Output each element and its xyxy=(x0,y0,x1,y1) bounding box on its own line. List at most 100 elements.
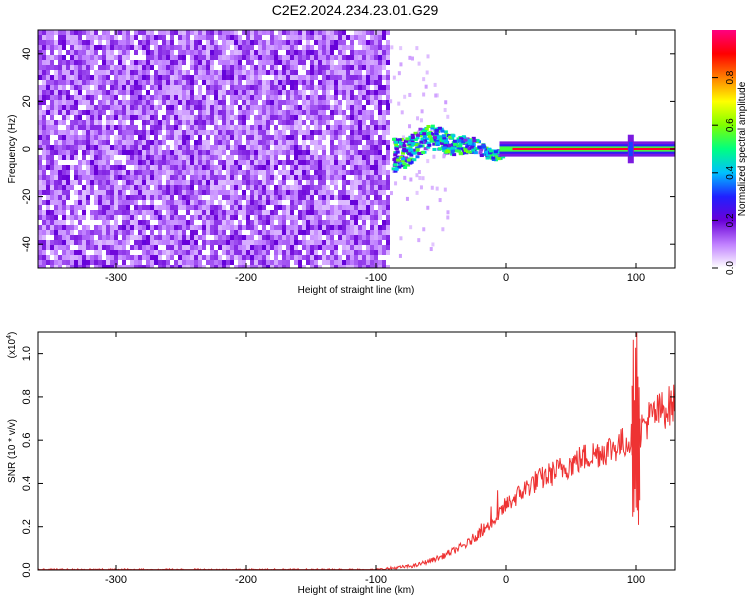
heatmap-cell xyxy=(38,165,42,170)
heatmap-cell xyxy=(350,255,354,260)
heatmap-cell xyxy=(118,130,122,135)
heatmap-cell xyxy=(294,230,298,235)
heatmap-cell xyxy=(130,150,134,155)
heatmap-cell xyxy=(206,180,210,185)
heatmap-cell xyxy=(38,195,42,200)
heatmap-cell xyxy=(238,45,242,50)
heatmap-cell xyxy=(302,65,306,70)
heatmap-cell xyxy=(114,80,118,85)
heatmap-cell xyxy=(374,165,378,170)
heatmap-cell xyxy=(382,60,386,65)
heatmap-cell xyxy=(46,195,50,200)
x-tick-label: -100 xyxy=(365,272,387,284)
heatmap-cell xyxy=(302,145,306,150)
heatmap-cell xyxy=(370,205,374,210)
heatmap-cell xyxy=(58,190,62,195)
heatmap-cell xyxy=(406,147,411,151)
heatmap-cell xyxy=(214,235,218,240)
heatmap-cell xyxy=(218,115,222,120)
heatmap-cell xyxy=(190,125,194,130)
heatmap-cell xyxy=(134,125,138,130)
heatmap-cell xyxy=(214,170,218,175)
heatmap-cell xyxy=(382,265,386,268)
heatmap-cell xyxy=(234,125,238,130)
heatmap-cell xyxy=(262,30,266,35)
heatmap-cell xyxy=(118,245,122,250)
heatmap-cell xyxy=(413,143,418,147)
heatmap-cell xyxy=(338,60,342,65)
heatmap-cell xyxy=(154,260,158,265)
heatmap-cell xyxy=(78,175,82,180)
heatmap-cell xyxy=(50,35,54,40)
heatmap-cell xyxy=(234,140,238,145)
heatmap-cell xyxy=(274,85,278,90)
heatmap-cell xyxy=(290,80,294,85)
heatmap-cell xyxy=(366,55,370,60)
heatmap-cell xyxy=(442,136,447,140)
heatmap-cell xyxy=(182,75,186,80)
heatmap-cell xyxy=(102,190,106,195)
heatmap-cell xyxy=(118,45,122,50)
heatmap-cell xyxy=(162,140,166,145)
heatmap-cell xyxy=(334,185,338,190)
heatmap-cell xyxy=(98,250,102,255)
heatmap-cell xyxy=(382,135,386,140)
heatmap-cell xyxy=(443,187,447,192)
heatmap-cell xyxy=(282,70,286,75)
heatmap-cell xyxy=(266,150,270,155)
heatmap-cell xyxy=(142,45,146,50)
heatmap-cell xyxy=(182,90,186,95)
heatmap-cell xyxy=(392,75,396,80)
heatmap-cell xyxy=(66,255,70,260)
heatmap-cell xyxy=(242,250,246,255)
heatmap-cell xyxy=(378,95,382,100)
heatmap-cell xyxy=(42,210,46,215)
heatmap-cell xyxy=(222,215,226,220)
heatmap-cell xyxy=(262,80,266,85)
heatmap-cell xyxy=(118,60,122,65)
heatmap-cell xyxy=(484,146,489,150)
heatmap-cell xyxy=(130,145,134,150)
heatmap-cell xyxy=(455,147,460,151)
heatmap-cell xyxy=(202,185,206,190)
heatmap-cell xyxy=(138,40,142,45)
heatmap-cell xyxy=(154,145,158,150)
heatmap-cell xyxy=(166,45,170,50)
heatmap-cell xyxy=(314,250,318,255)
heatmap-cell xyxy=(366,180,370,185)
heatmap-cell xyxy=(410,140,415,144)
heatmap-cell xyxy=(266,125,270,130)
heatmap-cell xyxy=(298,30,302,35)
heatmap-cell xyxy=(374,150,378,155)
heatmap-cell xyxy=(62,190,66,195)
heatmap-cell xyxy=(150,50,154,55)
heatmap-cell xyxy=(326,215,330,220)
heatmap-cell xyxy=(238,110,242,115)
heatmap-cell xyxy=(130,140,134,145)
heatmap-cell xyxy=(98,70,102,75)
heatmap-cell xyxy=(54,185,58,190)
heatmap-cell xyxy=(472,139,477,143)
heatmap-cell xyxy=(457,149,462,153)
heatmap-cell xyxy=(322,45,326,50)
heatmap-cell xyxy=(54,235,58,240)
heatmap-cell xyxy=(246,60,250,65)
heatmap-cell xyxy=(242,265,246,268)
heatmap-cell xyxy=(194,210,198,215)
heatmap-cell xyxy=(38,85,42,90)
heatmap-cell xyxy=(282,85,286,90)
heatmap-cell xyxy=(102,210,106,215)
heatmap-cell xyxy=(326,260,330,265)
heatmap-cell xyxy=(254,35,258,40)
heatmap-cell xyxy=(234,165,238,170)
heatmap-cell xyxy=(354,235,358,240)
heatmap-cell xyxy=(290,120,294,125)
heatmap-cell xyxy=(186,150,190,155)
heatmap-cell xyxy=(202,130,206,135)
heatmap-cell xyxy=(50,145,54,150)
heatmap-cell xyxy=(354,155,358,160)
heatmap-cell xyxy=(346,230,350,235)
heatmap-cell xyxy=(158,215,162,220)
heatmap-cell xyxy=(438,198,442,203)
heatmap-cell xyxy=(182,250,186,255)
